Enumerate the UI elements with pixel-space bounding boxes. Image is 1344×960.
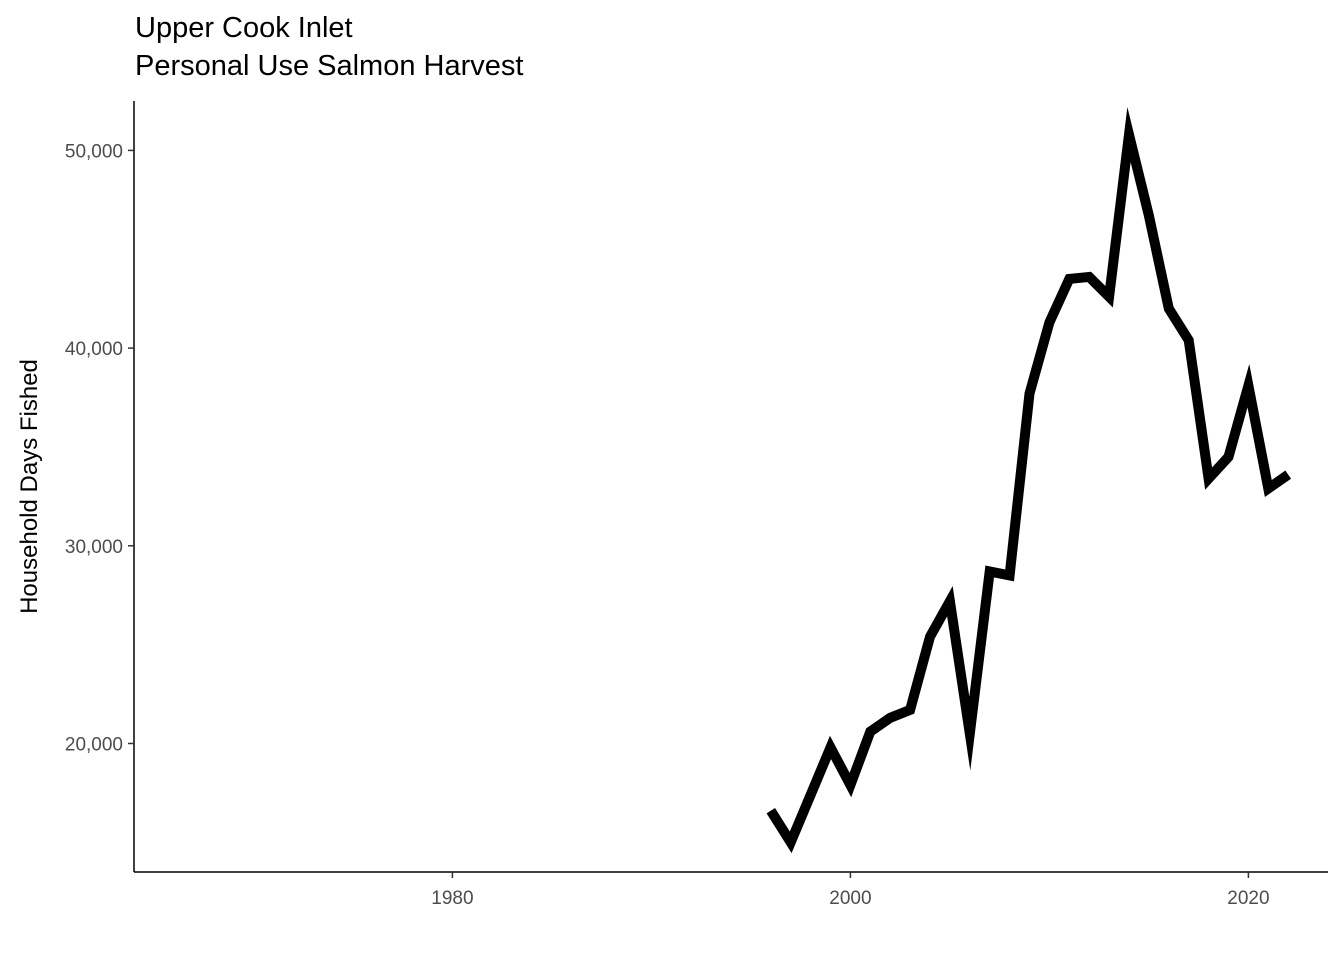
data-point bbox=[1288, 474, 1289, 475]
data-point bbox=[1109, 296, 1110, 297]
data-point bbox=[949, 601, 950, 602]
data-point bbox=[1089, 276, 1090, 277]
data-point bbox=[930, 636, 931, 637]
data-point bbox=[1168, 308, 1169, 309]
data-point bbox=[850, 785, 851, 786]
data-point bbox=[1029, 393, 1030, 394]
data-point bbox=[1268, 488, 1269, 489]
data-point bbox=[1069, 278, 1070, 279]
data-point bbox=[890, 717, 891, 718]
data-point bbox=[1188, 340, 1189, 341]
data-point bbox=[1129, 134, 1130, 135]
data-point bbox=[1248, 385, 1249, 386]
ticks: 20,000 30,000 40,000 50,000 1980 2000 2020 bbox=[65, 141, 1270, 909]
y-tick-label: 50,000 bbox=[65, 141, 123, 162]
data-point bbox=[969, 733, 970, 734]
data-point bbox=[910, 709, 911, 710]
data-point bbox=[870, 731, 871, 732]
series-line-1 bbox=[766, 106, 1292, 854]
data-point bbox=[989, 571, 990, 572]
series-layer bbox=[766, 106, 1292, 854]
data-point bbox=[770, 810, 771, 811]
data-point bbox=[1228, 456, 1229, 457]
data-point bbox=[1208, 478, 1209, 479]
data-point bbox=[790, 842, 791, 843]
data-point bbox=[1009, 575, 1010, 576]
y-tick-label: 20,000 bbox=[65, 735, 123, 756]
data-point bbox=[1049, 322, 1050, 323]
y-tick-label: 30,000 bbox=[65, 537, 123, 558]
chart-title: Upper Cook Inlet bbox=[135, 12, 353, 44]
x-tick-label: 2020 bbox=[1227, 888, 1269, 909]
x-tick-label: 1980 bbox=[431, 888, 473, 909]
data-point bbox=[830, 747, 831, 748]
y-axis-title: Household Days Fished bbox=[16, 359, 43, 614]
y-tick-label: 40,000 bbox=[65, 339, 123, 360]
data-point bbox=[810, 794, 811, 795]
chart-subtitle: Personal Use Salmon Harvest bbox=[135, 50, 524, 82]
data-point bbox=[1148, 215, 1149, 216]
x-tick-label: 2000 bbox=[829, 888, 871, 909]
